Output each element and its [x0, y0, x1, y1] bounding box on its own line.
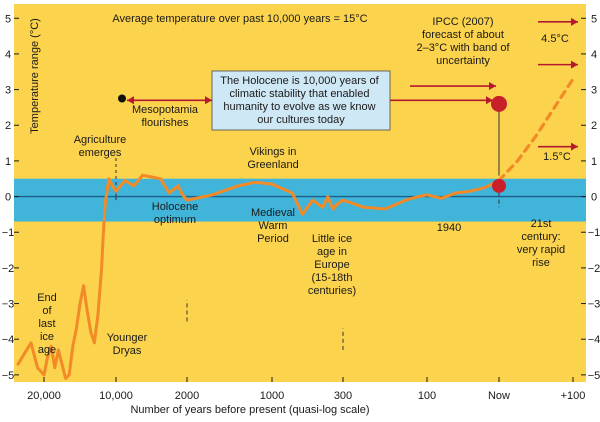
- end-of-ice-age-label: End of last ice age: [37, 292, 57, 356]
- top-arrow: [538, 17, 578, 26]
- low-arrow: [538, 142, 578, 151]
- y-tick-label-left: −4: [2, 334, 15, 346]
- y-tick-label-left: −2: [2, 263, 15, 275]
- y-tick-label-left: −3: [2, 299, 15, 311]
- ipcc-high-dot: [491, 95, 507, 112]
- y-tick-label-right: −3: [588, 299, 600, 311]
- y-tick-label-left: 2: [5, 120, 11, 132]
- y-tick-label-right: 1: [591, 156, 597, 168]
- vikings-label: Vikings in Greenland: [247, 146, 298, 171]
- x-tick-label: 1000: [260, 390, 284, 402]
- holocene-box: [211, 70, 391, 131]
- mesopotamia-label: Mesopotamia flourishes: [132, 104, 199, 129]
- mesopotamia-dot: [118, 94, 126, 103]
- axes: −5 −5 −4 −4 −3 −3 −2 −2 −1 −1 0 0 1 1 2 2 3 3 4 4 5 5 20,000 10…: [2, 13, 600, 402]
- y-tick-label-right: −4: [588, 334, 600, 346]
- ipcc-low-dot: [492, 178, 506, 193]
- y-tick-label-left: 3: [5, 85, 11, 97]
- holocene-box-text: The Holocene is 10,000 years of climatic…: [220, 75, 381, 126]
- y-tick-label-right: −5: [588, 370, 600, 382]
- ipcc-forecast-label: IPCC (2007) forecast of about 2–3°C with b…: [416, 16, 510, 67]
- forecast-line: [497, 77, 575, 183]
- y-tick-label-right: 0: [591, 192, 597, 204]
- holocene-arrow: [390, 96, 493, 105]
- y-tick-label-left: −5: [2, 370, 15, 382]
- medieval-warm-period-label: Medieval Warm Period: [251, 207, 295, 245]
- x-tick-label: 100: [418, 390, 436, 402]
- low-forecast-label: 1.5°C: [543, 151, 571, 163]
- y-tick-label-left: 1: [5, 156, 11, 168]
- x-tick-label: 300: [334, 390, 352, 402]
- y-axis-label: Temperature range (°C): [29, 18, 41, 134]
- x-tick-label: 2000: [175, 390, 199, 402]
- y-tick-label-left: −1: [2, 227, 15, 239]
- y-tick-label-right: 2: [591, 120, 597, 132]
- y-tick-label-left: 5: [5, 13, 11, 25]
- high-arrow: [538, 60, 578, 69]
- x-tick-label: 10,000: [99, 390, 133, 402]
- 21st-century-label: 21st century: very rapid rise: [517, 218, 565, 269]
- year-1940-label: 1940: [437, 222, 461, 234]
- x-tick-label: +100: [561, 390, 586, 402]
- ipcc-arrow: [410, 82, 496, 91]
- little-ice-age-label: Little ice age in Europe (15-18th centuries): [308, 233, 356, 297]
- markers: [118, 17, 578, 193]
- y-tick-label-right: −2: [588, 263, 600, 275]
- y-tick-label-left: 0: [5, 192, 11, 204]
- y-tick-label-right: 3: [591, 85, 597, 97]
- younger-dryas-label: Younger Dryas: [107, 332, 148, 357]
- temperature-line: [16, 173, 501, 380]
- agriculture-label: Agriculture emerges: [74, 134, 127, 159]
- x-axis-label: Number of years before present (quasi-lo…: [130, 404, 369, 416]
- x-tick-label: Now: [488, 390, 510, 402]
- y-tick-label-right: 4: [591, 49, 597, 61]
- y-tick-label-right: 5: [591, 13, 597, 25]
- high-forecast-label: 4.5°C: [541, 33, 569, 45]
- holocene-optimum-label: Holocene optimum: [152, 201, 198, 226]
- x-tick-label: 20,000: [27, 390, 61, 402]
- y-tick-label-left: 4: [5, 49, 11, 61]
- chart-title: Average temperature over past 10,000 yea…: [112, 13, 367, 25]
- series-layer: [16, 77, 575, 380]
- mesopotamia-arrow: [127, 96, 212, 105]
- y-tick-label-right: −1: [588, 227, 600, 239]
